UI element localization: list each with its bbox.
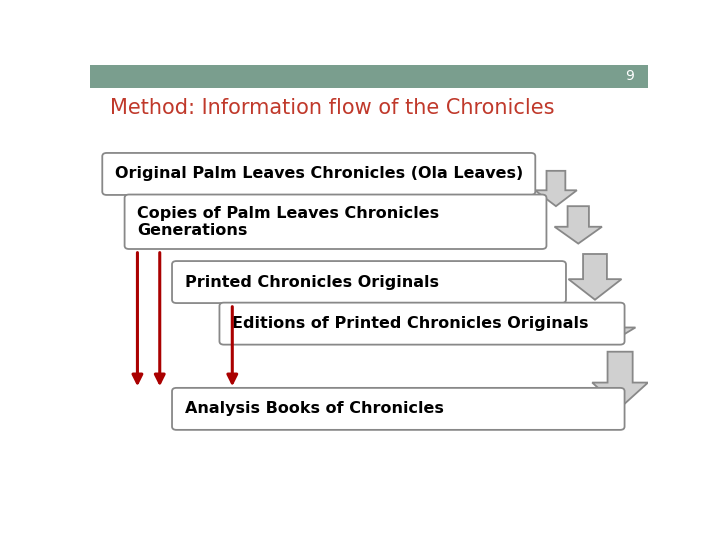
Text: Method: Information flow of the Chronicles: Method: Information flow of the Chronicl… — [109, 98, 554, 118]
Text: Original Palm Leaves Chronicles (Ola Leaves): Original Palm Leaves Chronicles (Ola Lea… — [115, 166, 523, 181]
FancyBboxPatch shape — [125, 194, 546, 249]
Bar — [90, 65, 648, 87]
FancyBboxPatch shape — [172, 261, 566, 303]
FancyBboxPatch shape — [172, 388, 624, 430]
FancyBboxPatch shape — [102, 153, 535, 195]
Text: Copies of Palm Leaves Chronicles
Generations: Copies of Palm Leaves Chronicles Generat… — [138, 206, 439, 238]
Text: Printed Chronicles Originals: Printed Chronicles Originals — [185, 274, 439, 289]
Text: Analysis Books of Chronicles: Analysis Books of Chronicles — [185, 401, 444, 416]
Text: Editions of Printed Chronicles Originals: Editions of Printed Chronicles Originals — [233, 316, 589, 331]
Polygon shape — [554, 206, 602, 244]
Polygon shape — [569, 254, 621, 300]
Polygon shape — [582, 308, 636, 343]
FancyBboxPatch shape — [220, 302, 624, 345]
Text: 9: 9 — [625, 70, 634, 84]
Polygon shape — [592, 352, 648, 408]
Polygon shape — [535, 171, 577, 206]
